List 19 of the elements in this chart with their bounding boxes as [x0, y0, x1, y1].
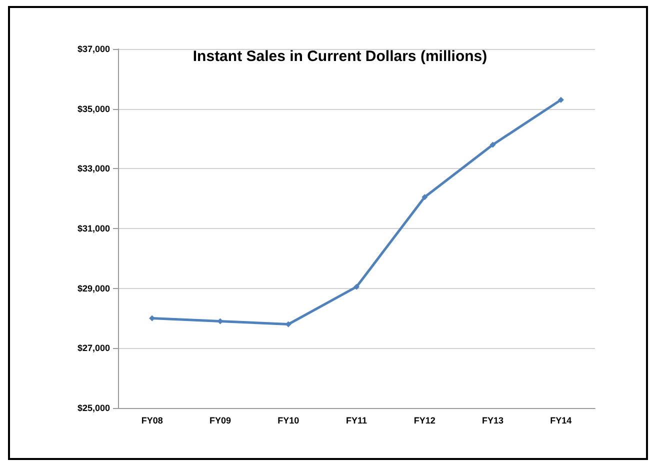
- x-tick-label: FY14: [550, 416, 572, 426]
- x-tick-label: FY11: [346, 416, 368, 426]
- point: [558, 96, 564, 103]
- y-tick-label: $37,000: [77, 44, 110, 54]
- point: [490, 142, 496, 148]
- y-tick-label: $31,000: [77, 224, 110, 234]
- point: [422, 194, 428, 200]
- point: [354, 284, 360, 290]
- x-tick-label: FY13: [482, 416, 504, 426]
- y-tick-label: $27,000: [77, 343, 110, 354]
- x-tick-label: FY10: [278, 416, 300, 426]
- y-tick-label: $35,000: [77, 104, 110, 114]
- y-tick-label: $33,000: [77, 164, 110, 174]
- x-tick-label: FY12: [414, 416, 436, 426]
- x-tick-label: FY08: [141, 416, 163, 426]
- x-tick-label: FY09: [209, 416, 231, 426]
- y-tick-label: $29,000: [77, 283, 110, 294]
- y-tick-label: $25,000: [77, 403, 110, 413]
- chart-title: Instant Sales in Current Dollars (millions): [192, 48, 488, 65]
